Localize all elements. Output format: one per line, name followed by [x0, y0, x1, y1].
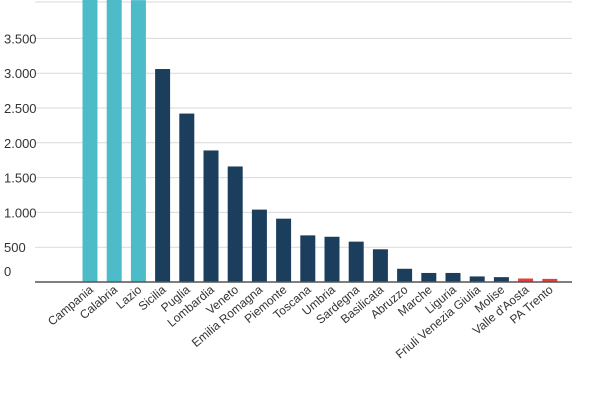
bar-friuli-venezia-giulia [469, 276, 485, 282]
bar-valle-d-aosta [518, 278, 534, 282]
bar-campania [82, 0, 98, 282]
bar-sicilia [155, 69, 171, 282]
bar-calabria [106, 0, 122, 282]
bar-puglia [179, 113, 195, 283]
y-tick-label: 0 [4, 264, 11, 279]
y-tick-label: 3.000 [4, 66, 37, 81]
bar-emilia-romagna [251, 209, 267, 282]
bar-veneto [227, 166, 243, 282]
bar-lombardia [203, 150, 219, 282]
bar-lazio [130, 0, 146, 283]
y-tick-label: 3.500 [4, 31, 37, 46]
x-axis-category-labels: CampaniaCalabriaLazioSiciliaPugliaLombar… [45, 282, 556, 361]
grid-lines [35, 1, 572, 248]
bar-sardegna [348, 241, 364, 282]
y-tick-label: 1.000 [4, 205, 37, 220]
bar-liguria [445, 272, 461, 282]
y-tick-label: 1.500 [4, 171, 37, 186]
bar-umbria [324, 236, 340, 282]
y-axis-tick-labels: 0 500 1.000 1.500 2.000 2.500 3.000 3.500 [4, 31, 37, 279]
bar-basilicata [372, 249, 388, 282]
bars [82, 0, 558, 283]
y-tick-label: 2.000 [4, 136, 37, 151]
y-tick-label: 2.500 [4, 101, 37, 116]
bar-toscana [300, 235, 316, 282]
bar-pa-trento [542, 278, 558, 282]
y-tick-label: 500 [4, 240, 26, 255]
bar-molise [493, 277, 509, 282]
bar-abruzzo [397, 268, 413, 282]
bar-piemonte [276, 218, 292, 282]
bar-marche [421, 272, 437, 282]
